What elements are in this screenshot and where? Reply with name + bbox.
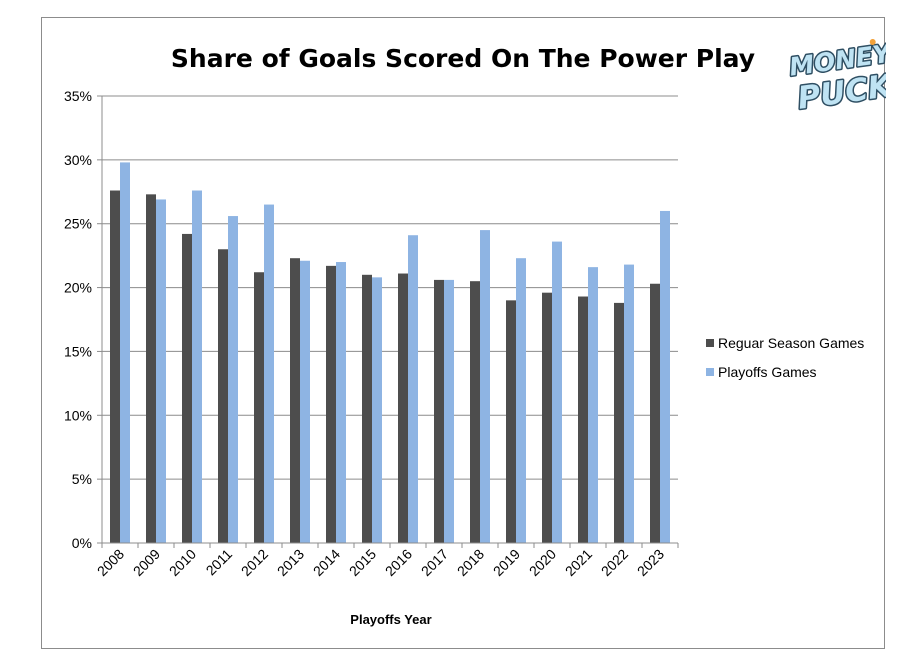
x-axis-title: Playoffs Year	[350, 612, 431, 627]
x-tick-label: 2015	[346, 546, 379, 579]
y-tick-label: 15%	[64, 343, 92, 359]
bar-playoffs	[516, 258, 526, 543]
chart-frame: Share of Goals Scored On The Power Play …	[41, 17, 886, 649]
legend-swatch	[706, 339, 714, 347]
bar-regular-season	[362, 274, 372, 543]
bar-regular-season	[578, 296, 588, 543]
money-puck-logo: MONEY MONEY PUCK PUCK	[786, 37, 886, 118]
x-tick-label: 2016	[382, 546, 415, 579]
bar-playoffs	[444, 279, 454, 543]
x-tick-label: 2009	[130, 546, 163, 579]
legend-swatch	[706, 368, 714, 376]
bar-playoffs	[372, 277, 382, 543]
bar-playoffs	[300, 260, 310, 543]
bar-playoffs	[156, 199, 166, 543]
bar-regular-season	[326, 265, 336, 543]
chart: Share of Goals Scored On The Power Play …	[64, 37, 886, 627]
bar-playoffs	[264, 204, 274, 544]
y-tick-label: 10%	[64, 407, 92, 423]
legend-label: Playoffs Games	[718, 364, 817, 380]
x-tick-label: 2017	[418, 546, 451, 579]
bar-playoffs	[192, 190, 202, 543]
bar-regular-season	[290, 258, 300, 543]
y-tick-label: 30%	[64, 152, 92, 168]
x-tick-label: 2012	[238, 546, 271, 579]
y-axis-ticks: 0% 5% 10% 15% 20% 25% 30% 35%	[64, 88, 102, 551]
bar-playoffs	[480, 230, 490, 543]
bar-regular-season	[506, 300, 516, 543]
bar-playoffs	[408, 235, 418, 544]
bar-regular-season	[254, 272, 264, 543]
bar-regular-season	[650, 283, 660, 543]
bar-regular-season	[614, 302, 624, 543]
x-tick-label: 2011	[203, 546, 236, 579]
bar-regular-season	[218, 249, 228, 543]
legend: Reguar Season Games Playoffs Games	[706, 335, 864, 380]
x-tick-label: 2013	[274, 546, 307, 579]
x-tick-label: 2021	[562, 546, 595, 579]
x-tick-label: 2010	[166, 546, 199, 579]
bar-playoffs	[228, 216, 238, 543]
bar-playoffs	[552, 241, 562, 543]
y-tick-label: 20%	[64, 280, 92, 296]
bar-playoffs	[588, 267, 598, 543]
x-tick-label: 2008	[94, 546, 127, 579]
x-tick-label: 2014	[310, 546, 343, 579]
legend-label: Reguar Season Games	[718, 335, 864, 351]
bar-regular-season	[398, 273, 408, 543]
x-tick-label: 2020	[526, 546, 559, 579]
x-tick-label: 2022	[598, 546, 631, 579]
bar-playoffs	[660, 210, 670, 543]
bar-regular-season	[110, 190, 120, 543]
bars	[110, 162, 670, 544]
bar-regular-season	[542, 292, 552, 543]
bar-regular-season	[434, 279, 444, 543]
bar-regular-season	[182, 233, 192, 543]
chart-title: Share of Goals Scored On The Power Play	[171, 44, 755, 73]
y-tick-label: 5%	[72, 471, 92, 487]
logo-puck-dot	[869, 38, 876, 45]
bar-regular-season	[146, 194, 156, 543]
bar-playoffs	[120, 162, 130, 543]
y-tick-label: 35%	[64, 88, 92, 104]
bar-playoffs	[336, 262, 346, 543]
x-axis-ticks: 2008 2009 2010 2011 2012 2013 2014 2015 2016 2017…	[94, 543, 679, 579]
x-tick-label: 2018	[454, 546, 487, 579]
x-tick-label: 2019	[490, 546, 523, 579]
x-tick-label: 2023	[634, 546, 667, 579]
y-tick-label: 25%	[64, 216, 92, 232]
y-tick-label: 0%	[72, 535, 92, 551]
bar-regular-season	[470, 281, 480, 543]
bar-playoffs	[624, 264, 634, 543]
